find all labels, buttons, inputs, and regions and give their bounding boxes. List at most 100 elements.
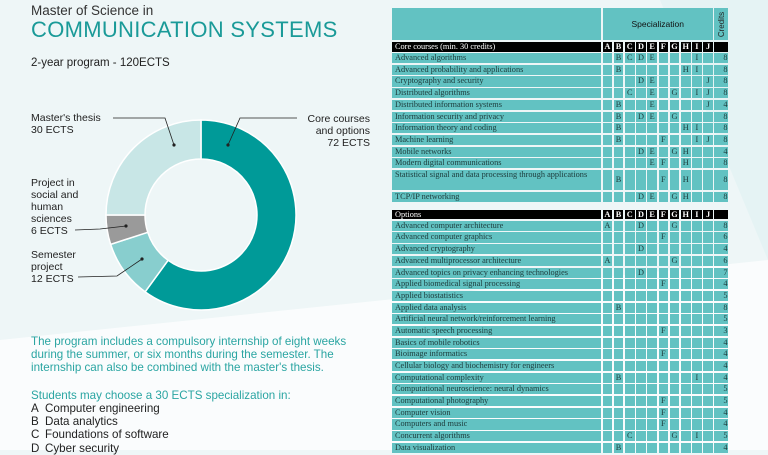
spec-cell-B xyxy=(613,244,624,255)
spec-cell-G: G xyxy=(669,255,680,266)
column-letter-E: E xyxy=(647,42,657,52)
course-name: Concurrent algorithms xyxy=(392,431,601,442)
spec-cell-I xyxy=(692,407,702,418)
spec-cell-C xyxy=(624,372,635,383)
spec-cell-A xyxy=(602,99,613,110)
label-line: Core courses xyxy=(307,113,370,125)
leader-dot-semester xyxy=(140,257,144,261)
spec-cell-I xyxy=(692,314,702,325)
spec-cell-J xyxy=(703,191,713,202)
course-name: Distributed information systems xyxy=(392,99,601,110)
table-row: Advanced multiprocessor architecture A G 6 xyxy=(392,255,732,266)
spec-cell-A xyxy=(602,267,613,278)
spec-cell-F xyxy=(658,267,669,278)
spec-cell-A: A xyxy=(602,255,613,266)
table-row: Data visualization B 4 xyxy=(392,442,732,453)
column-letter-F: F xyxy=(658,42,669,52)
spec-cell-B xyxy=(613,267,624,278)
spec-cell-C xyxy=(624,314,635,325)
spec-cell-B xyxy=(613,146,624,157)
course-name: Computational complexity xyxy=(392,372,601,383)
spec-cell-I xyxy=(692,279,702,290)
course-credits: 4 xyxy=(714,372,729,383)
course-credits: 8 xyxy=(714,191,729,202)
spec-cell-H xyxy=(680,220,691,231)
label-core: Core courses and options 72 ECTS xyxy=(290,113,370,149)
leader-line-semester xyxy=(77,258,143,278)
spec-cell-C xyxy=(624,279,635,290)
spec-cell-C xyxy=(624,134,635,145)
course-credits: 6 xyxy=(714,232,729,243)
specialization-item: C Foundations of software xyxy=(31,428,169,441)
specialization-item: A Computer engineering xyxy=(31,402,169,415)
spec-cell-C xyxy=(624,220,635,231)
spec-cell-J: J xyxy=(703,99,713,110)
spec-cell-J xyxy=(703,169,713,190)
section-title: Options xyxy=(392,209,601,220)
specialization-key: D xyxy=(31,441,40,455)
spec-cell-H: H xyxy=(680,64,691,75)
spec-cell-H xyxy=(680,337,691,348)
table-row: Bioimage informatics F 4 xyxy=(392,349,732,360)
spec-cell-A xyxy=(602,158,613,169)
spec-cell-E xyxy=(647,372,657,383)
spec-cell-B xyxy=(613,407,624,418)
spec-cell-D xyxy=(636,361,646,372)
spec-cell-D: D xyxy=(636,76,646,87)
label-line: 72 ECTS xyxy=(327,137,370,149)
spec-cell-H xyxy=(680,111,691,122)
course-name: Automatic speech processing xyxy=(392,325,601,337)
label-shs: Project in social and human sciences 6 ECTS xyxy=(31,177,78,237)
header-blank xyxy=(392,8,601,40)
spec-cell-G xyxy=(669,407,680,418)
spec-cell-H xyxy=(680,431,691,442)
spec-cell-F xyxy=(658,372,669,383)
table-row: Applied biostatistics 5 xyxy=(392,290,732,301)
spec-cell-C xyxy=(624,76,635,87)
spec-cell-E xyxy=(647,407,657,418)
course-name: Computers and music xyxy=(392,419,601,430)
column-letter-F: F xyxy=(658,209,669,220)
specialization-name: Data analytics xyxy=(45,415,118,429)
spec-cell-J xyxy=(703,337,713,348)
spec-cell-H xyxy=(680,325,691,337)
spec-cell-D xyxy=(636,158,646,169)
spec-cell-F xyxy=(658,88,669,99)
spec-cell-F: F xyxy=(658,169,669,190)
table-row: Computational photography F 5 xyxy=(392,396,732,407)
table-row: Information theory and coding B H I 8 xyxy=(392,123,732,134)
course-credits: 8 xyxy=(714,88,729,99)
spec-cell-I xyxy=(692,267,702,278)
spec-cell-B xyxy=(613,314,624,325)
spec-cell-J xyxy=(703,349,713,360)
spec-cell-C xyxy=(624,337,635,348)
table-header: Specialization Credits xyxy=(392,8,732,40)
spec-cell-C xyxy=(624,232,635,243)
spec-cell-C xyxy=(624,290,635,301)
spec-cell-C xyxy=(624,349,635,360)
spec-cell-F: F xyxy=(658,419,669,430)
course-credits: 8 xyxy=(714,158,729,169)
spec-cell-D: D xyxy=(636,191,646,202)
column-letter-D: D xyxy=(636,42,646,52)
spec-cell-H xyxy=(680,244,691,255)
spec-cell-F xyxy=(658,361,669,372)
spec-cell-G: G xyxy=(669,111,680,122)
spec-cell-G xyxy=(669,372,680,383)
spec-cell-B: B xyxy=(613,372,624,383)
leader-dot-thesis xyxy=(172,143,176,147)
table-row: Advanced topics on privacy enhancing tec… xyxy=(392,267,732,278)
spec-cell-G xyxy=(669,349,680,360)
spec-cell-G xyxy=(669,158,680,169)
spec-cell-D xyxy=(636,255,646,266)
spec-cell-I xyxy=(692,169,702,190)
spec-cell-G xyxy=(669,244,680,255)
label-line: 6 ECTS xyxy=(31,225,68,237)
spec-cell-E xyxy=(647,337,657,348)
spec-cell-E: E xyxy=(647,53,657,64)
spec-cell-H xyxy=(680,384,691,395)
spec-cell-A: A xyxy=(602,220,613,231)
credits-column-blank xyxy=(714,42,729,52)
spec-cell-I xyxy=(692,349,702,360)
spec-cell-F xyxy=(658,99,669,110)
